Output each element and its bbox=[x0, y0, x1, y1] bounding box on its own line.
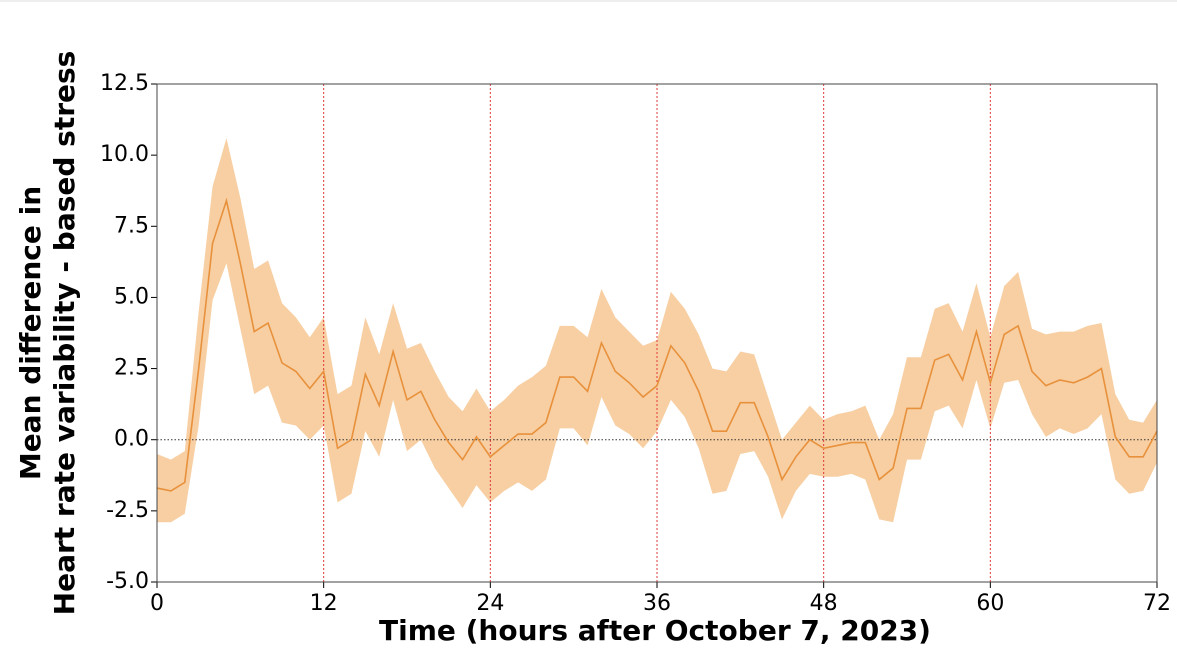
x-axis-label: Time (hours after October 7, 2023) bbox=[379, 614, 931, 647]
x-tick-label: 36 bbox=[643, 591, 671, 616]
confidence-band bbox=[157, 138, 1157, 523]
plot-frame bbox=[156, 83, 1158, 583]
y-tick-label: 12.5 bbox=[100, 71, 149, 96]
x-tick-label: 60 bbox=[976, 591, 1004, 616]
y-tick-label: 2.5 bbox=[114, 356, 149, 381]
y-tick-label: 0.0 bbox=[114, 427, 149, 452]
mean-line bbox=[156, 197, 1158, 492]
x-tick-label: 72 bbox=[1143, 591, 1171, 616]
x-tick-label: 12 bbox=[310, 591, 338, 616]
y-tick-label: 5.0 bbox=[114, 284, 149, 309]
y-axis-label: Heart rate variability - based stress bbox=[48, 51, 81, 616]
y-tick-label: 7.5 bbox=[114, 213, 149, 238]
y-tick-label: -5.0 bbox=[106, 569, 149, 594]
x-tick-label: 24 bbox=[476, 591, 504, 616]
y-tick-label: -2.5 bbox=[106, 498, 149, 523]
y-tick-label: 10.0 bbox=[100, 142, 149, 167]
y-axis-label: Mean difference in bbox=[14, 186, 47, 480]
x-tick-label: 0 bbox=[150, 591, 164, 616]
x-tick-label: 48 bbox=[810, 591, 838, 616]
